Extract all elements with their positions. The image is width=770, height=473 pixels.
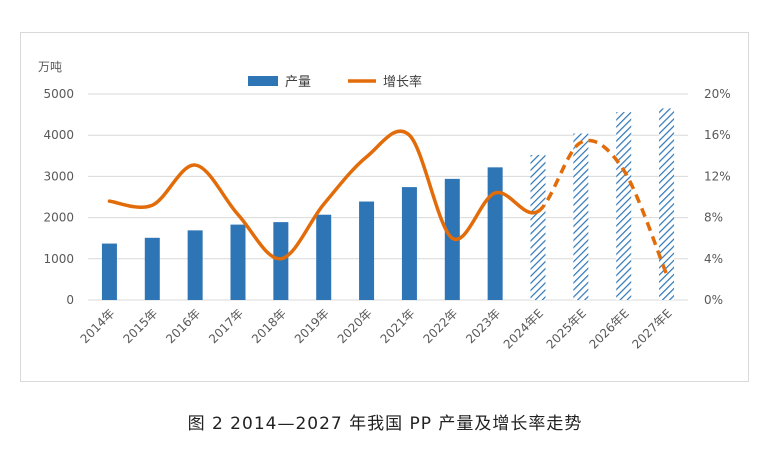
- x-tick-label: 2017年: [206, 306, 246, 346]
- x-tick-label: 2016年: [163, 306, 203, 346]
- bar: [616, 112, 632, 300]
- y-left-tick-label: 0: [66, 293, 74, 307]
- y-right-tick-label: 8%: [704, 211, 723, 225]
- y-left-tick-label: 5000: [43, 87, 74, 101]
- x-tick-label: 2025年E: [544, 306, 589, 351]
- bar: [273, 222, 289, 300]
- production-growth-chart: 0 1000 2000 3000 4000 5000 0% 4% 8% 12% 16% 20% 万吨 20…: [38, 60, 731, 352]
- bar: [487, 167, 503, 300]
- y-right-tick-label: 12%: [704, 169, 731, 183]
- x-tick-label: 2022年: [420, 306, 460, 346]
- bar: [401, 187, 417, 300]
- bar: [187, 230, 203, 300]
- figure-caption: 图 2 2014—2027 年我国 PP 产量及增长率走势: [187, 414, 583, 434]
- growth-line-forecast: [536, 138, 669, 275]
- y-left-tick-label: 1000: [43, 252, 74, 266]
- x-tick-label: 2014年: [78, 306, 118, 346]
- y-unit-label: 万吨: [38, 60, 62, 74]
- x-tick-label: 2021年: [378, 306, 418, 346]
- y-right-tick-label: 16%: [704, 128, 731, 142]
- x-tick-label: 2020年: [335, 306, 375, 346]
- y-right-tick-label: 20%: [704, 87, 731, 101]
- x-tick-label: 2015年: [120, 306, 160, 346]
- x-tick-label: 2026年E: [586, 306, 631, 351]
- bar: [530, 154, 546, 300]
- chart-frame: [20, 32, 749, 382]
- legend-label-growth: 增长率: [383, 74, 422, 90]
- x-tick-label: 2018年: [249, 306, 289, 346]
- y-right-tick-label: 0%: [704, 293, 723, 307]
- y-left-tick-label: 4000: [43, 128, 74, 142]
- y-left-tick-label: 2000: [43, 211, 74, 225]
- legend-bar-swatch: [248, 76, 278, 86]
- bar: [573, 133, 589, 300]
- bar: [316, 214, 332, 300]
- y-left-tick-label: 3000: [43, 169, 74, 183]
- bar: [144, 237, 160, 300]
- x-tick-label: 2023年: [463, 306, 503, 346]
- growth-line-actual: [107, 129, 540, 261]
- x-tick-label: 2019年: [292, 306, 332, 346]
- bar: [359, 201, 375, 300]
- bar: [101, 243, 117, 300]
- legend-label-production: 产量: [285, 75, 311, 90]
- bar: [230, 224, 246, 300]
- bar: [659, 108, 675, 300]
- y-right-tick-label: 4%: [704, 252, 723, 266]
- x-tick-label: 2024年E: [501, 306, 546, 351]
- x-tick-label: 2027年E: [629, 306, 674, 351]
